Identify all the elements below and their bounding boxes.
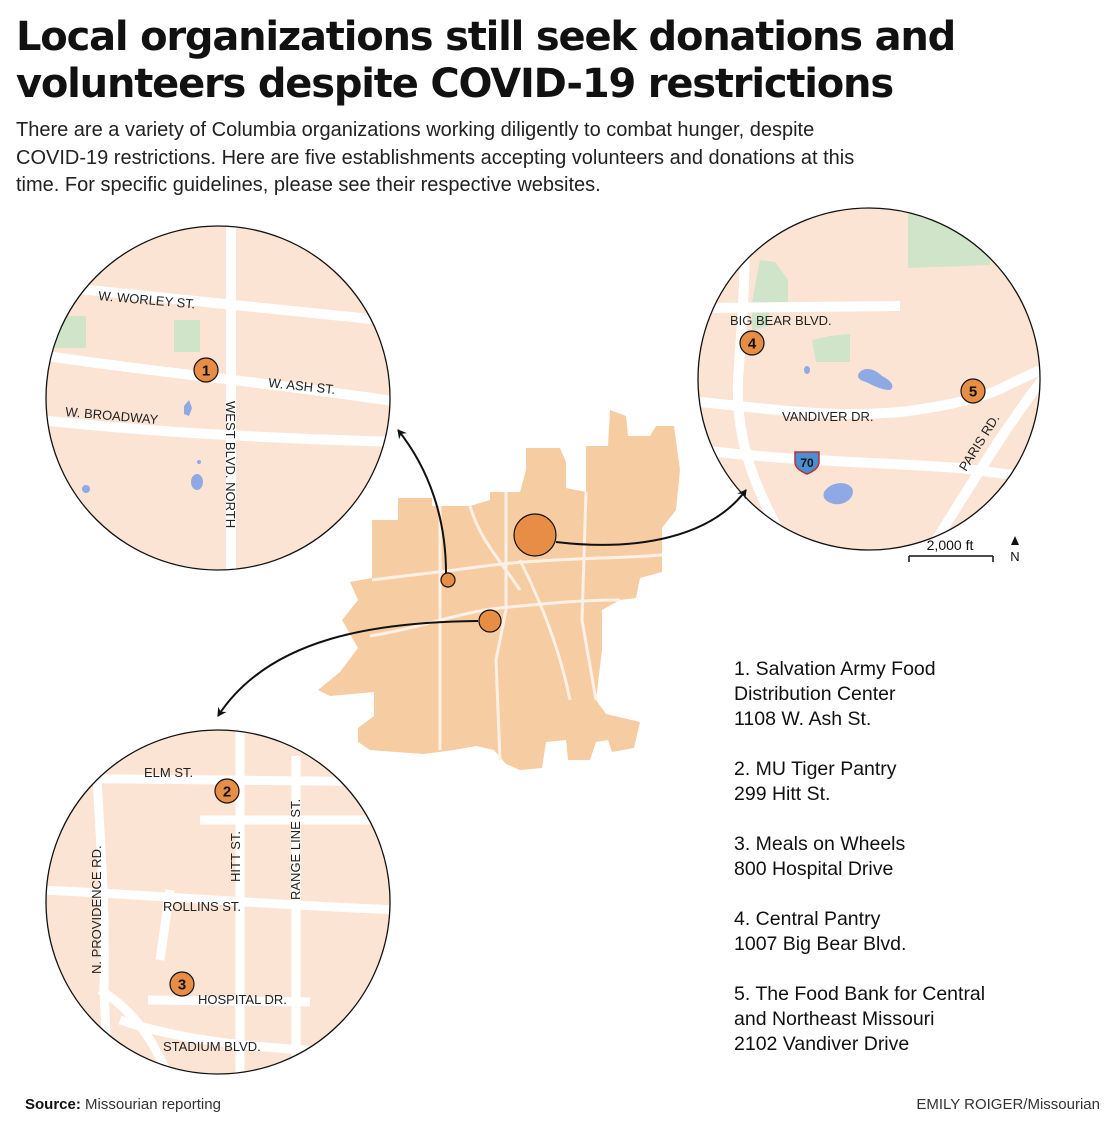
area-marker-northeast[interactable] — [513, 513, 557, 557]
pond — [804, 366, 810, 374]
street-label: HITT ST. — [228, 831, 243, 882]
location-marker-2[interactable]: 2 — [214, 778, 240, 804]
location-marker-4[interactable]: 4 — [739, 330, 765, 356]
location-marker-1[interactable]: 1 — [193, 357, 219, 383]
connector-arrow — [217, 620, 479, 717]
credit-line: EMILY ROIGER/Missourian — [916, 1096, 1100, 1113]
interstate-number: 70 — [800, 456, 814, 470]
scale-bar: 2,000 ft — [908, 537, 994, 562]
street-label: HOSPITAL DR. — [198, 992, 287, 1007]
scale-label: 2,000 ft — [927, 537, 974, 553]
street-label: N. PROVIDENCE RD. — [89, 845, 104, 974]
location-name: 2. MU Tiger Pantry — [734, 758, 897, 780]
location-name: 5. The Food Bank for Central — [734, 983, 986, 1005]
intro-line-2: COVID-19 restrictions. Here are five est… — [16, 146, 855, 169]
park — [908, 208, 1000, 268]
street-label: STADIUM BLVD. — [163, 1039, 261, 1054]
street-label: BIG BEAR BLVD. — [730, 313, 832, 328]
marker-number: 5 — [969, 384, 977, 401]
location-name-cont: Distribution Center — [734, 683, 896, 705]
marker-number: 2 — [223, 784, 231, 801]
location-entry-1: 1. Salvation Army Food Distribution Cent… — [734, 657, 1094, 732]
location-marker-5[interactable]: 5 — [960, 378, 986, 404]
pond — [191, 474, 203, 490]
credit-outlet: /Missourian — [1023, 1096, 1100, 1113]
location-name-cont: and Northeast Missouri — [734, 1008, 935, 1030]
interstate-shield: 70 — [794, 451, 820, 475]
location-address: 1007 Big Bear Blvd. — [734, 933, 907, 955]
credit-author: EMILY ROIGER — [916, 1096, 1024, 1113]
connector-arrow — [397, 429, 447, 574]
area-marker-campus[interactable] — [478, 609, 502, 633]
location-entry-2: 2. MU Tiger Pantry 299 Hitt St. — [734, 757, 1094, 807]
street-label: VANDIVER DR. — [782, 409, 874, 424]
inset-campus: ELM ST. HITT ST. RANGE LINE ST. N. PROVI… — [45, 729, 391, 1075]
north-arrow: N — [1010, 536, 1020, 564]
inset-northeast: BIG BEAR BLVD. VANDIVER DR. PARIS RD. 70… — [697, 207, 1041, 551]
intro-line-3: time. For specific guidelines, please se… — [16, 174, 601, 196]
location-entry-3: 3. Meals on Wheels 800 Hospital Drive — [734, 832, 1094, 882]
inset-downtown: W. WORLEY ST. W. ASH ST. W. BROADWAY WES… — [45, 225, 391, 571]
street-label: W. ASH ST. — [268, 375, 336, 397]
lake — [858, 369, 893, 390]
location-name: 3. Meals on Wheels — [734, 833, 906, 855]
source-text: Missourian reporting — [85, 1096, 221, 1113]
pond — [82, 485, 90, 493]
park — [174, 320, 200, 352]
location-name: 1. Salvation Army Food — [734, 658, 936, 680]
headline-line-1: Local organizations still seek donations… — [16, 14, 956, 60]
pond — [184, 400, 192, 416]
headline: Local organizations still seek donations… — [16, 14, 1096, 108]
locations-list: 1. Salvation Army Food Distribution Cent… — [734, 657, 1094, 1082]
intro-line-1: There are a variety of Columbia organiza… — [16, 119, 815, 141]
street-label: RANGE LINE ST. — [288, 799, 303, 900]
street-label: WEST BLVD. NORTH — [223, 401, 238, 528]
park — [752, 260, 788, 330]
source-label: Source: — [25, 1096, 81, 1113]
connector-arrow — [555, 489, 747, 546]
location-address: 2102 Vandiver Drive — [734, 1033, 910, 1055]
marker-number: 4 — [748, 336, 757, 353]
location-address: 800 Hospital Drive — [734, 858, 894, 880]
headline-line-2: volunteers despite COVID-19 restrictions — [16, 61, 894, 107]
location-address: 1108 W. Ash St. — [734, 708, 872, 730]
park — [812, 334, 850, 362]
marker-number: 3 — [178, 977, 186, 994]
intro-text: There are a variety of Columbia organiza… — [16, 117, 976, 200]
location-marker-3[interactable]: 3 — [169, 971, 195, 997]
source-note: Source: Missourian reporting — [25, 1096, 221, 1113]
marker-number: 1 — [202, 363, 210, 380]
area-marker-downtown[interactable] — [440, 572, 456, 588]
location-name: 4. Central Pantry — [734, 908, 881, 930]
location-entry-5: 5. The Food Bank for Central and Northea… — [734, 982, 1094, 1057]
location-address: 299 Hitt St. — [734, 783, 831, 805]
north-label: N — [1010, 549, 1019, 564]
lake — [823, 483, 853, 505]
location-entry-4: 4. Central Pantry 1007 Big Bear Blvd. — [734, 907, 1094, 957]
street-label: ROLLINS ST. — [163, 899, 241, 914]
city-footprint — [318, 410, 680, 770]
street-label: ELM ST. — [144, 765, 193, 780]
